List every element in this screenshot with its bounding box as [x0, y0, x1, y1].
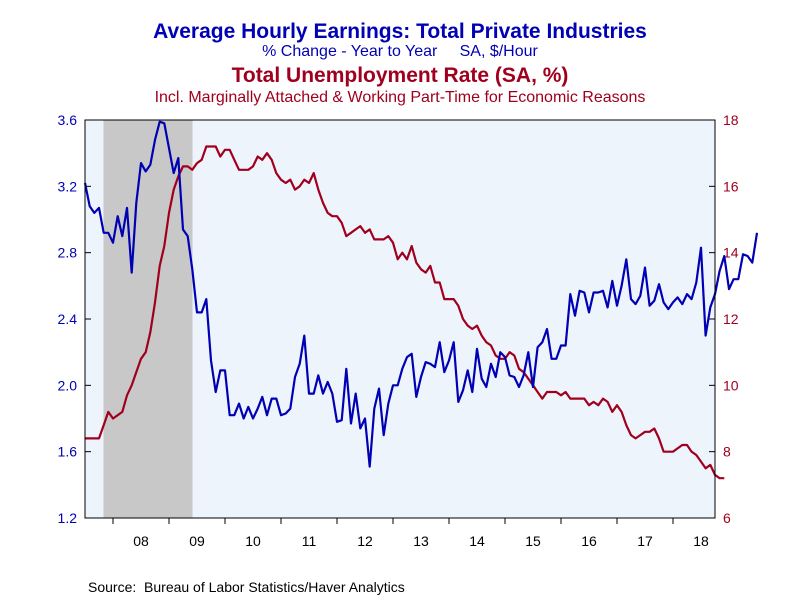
- series-line-unemployment: [85, 145, 725, 480]
- x-tick-label: 10: [245, 533, 261, 549]
- x-tick-label: 18: [693, 533, 709, 549]
- y-right-tick-label: 18: [723, 112, 739, 128]
- y-left-tick-label: 3.6: [58, 112, 78, 128]
- chart-title: Average Hourly Earnings: Total Private I…: [153, 20, 647, 43]
- x-tick-label: 16: [581, 533, 597, 549]
- y-right-tick-label: 6: [723, 510, 731, 526]
- y-right-tick-label: 16: [723, 178, 739, 194]
- chart-subtitle-secondary: Incl. Marginally Attached & Working Part…: [155, 89, 646, 106]
- y-left-tick-label: 1.2: [58, 510, 78, 526]
- y-left-tick-label: 2.4: [58, 311, 78, 327]
- source-note: Source: Bureau of Labor Statistics/Haver…: [88, 579, 405, 595]
- x-tick-label: 14: [469, 533, 485, 549]
- x-tick-label: 09: [189, 533, 205, 549]
- x-tick-label: 17: [637, 533, 653, 549]
- x-tick-label: 15: [525, 533, 541, 549]
- y-right-tick-label: 10: [723, 377, 739, 393]
- x-tick-label: 08: [133, 533, 149, 549]
- chart-title-secondary: Total Unemployment Rate (SA, %): [232, 64, 569, 87]
- y-right-tick-label: 12: [723, 311, 739, 327]
- chart-subtitle: % Change - Year to Year SA, $/Hour: [262, 43, 538, 60]
- x-tick-label: 13: [413, 533, 429, 549]
- y-axis-right: 18 16 14 12 10 8 6: [709, 112, 739, 526]
- x-axis-ticks: 08 09 10 11 12 13 14 15 16 17 18: [112, 518, 709, 549]
- plot-frame: [84, 119, 716, 519]
- x-tick-label: 12: [357, 533, 373, 549]
- y-left-tick-label: 2.0: [58, 377, 78, 393]
- y-left-tick-label: 2.8: [58, 245, 78, 261]
- y-right-tick-label: 14: [723, 245, 739, 261]
- x-tick-label: 11: [302, 533, 317, 549]
- y-left-tick-label: 1.6: [58, 444, 78, 460]
- series-line-earnings: [83, 120, 759, 468]
- y-right-tick-label: 8: [723, 444, 731, 460]
- y-left-tick-label: 3.2: [58, 178, 78, 194]
- recession-band: [103, 120, 193, 518]
